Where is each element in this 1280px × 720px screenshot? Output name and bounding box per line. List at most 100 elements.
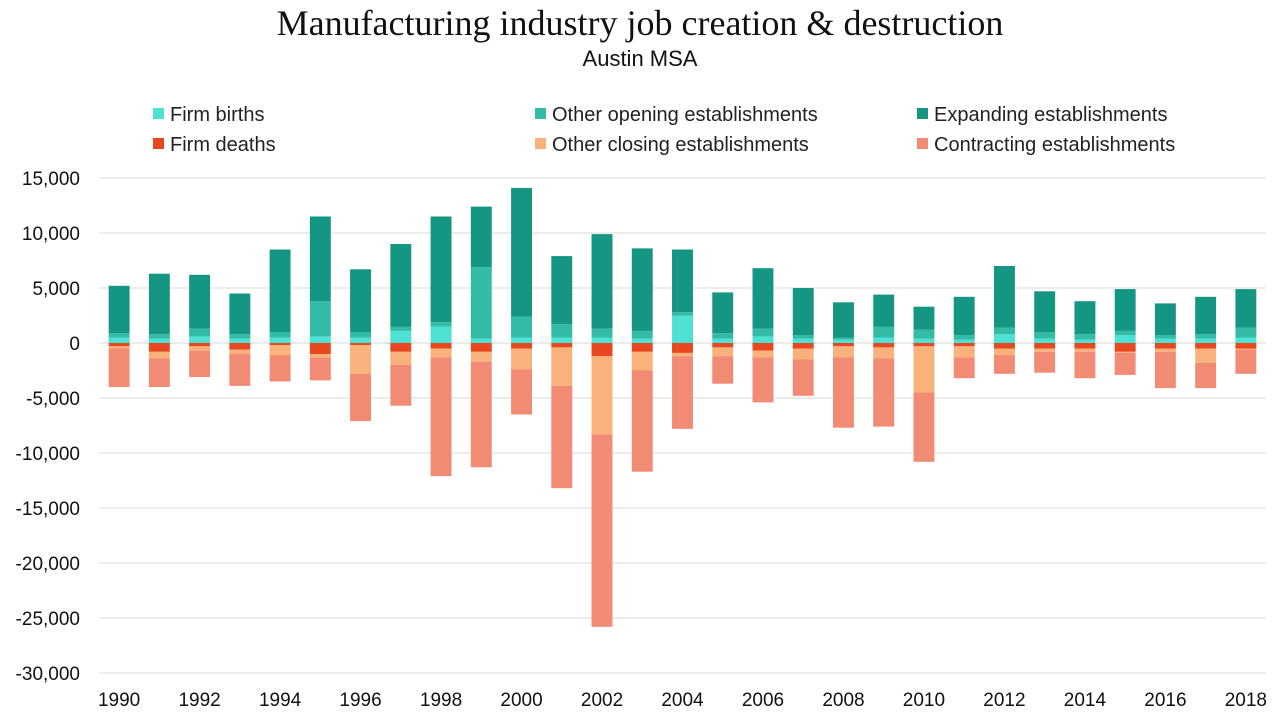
bar-segment xyxy=(1195,362,1217,389)
x-tick-label: 2018 xyxy=(1225,690,1267,711)
bar-segment xyxy=(189,336,211,343)
y-axis: 15,000 10,000 5,000 0 -5,000 -10,000 -15,000 -2… xyxy=(16,169,80,685)
x-tick-label: 2008 xyxy=(822,690,864,711)
bar-segment xyxy=(511,348,532,370)
x-tick-label: 1994 xyxy=(259,690,302,711)
x-tick-label: 2016 xyxy=(1144,690,1186,711)
x-tick-label: 2004 xyxy=(661,690,704,711)
bar-segment xyxy=(1034,348,1056,352)
bar-segment xyxy=(712,347,734,357)
bar-segment xyxy=(148,338,170,343)
bar-segment xyxy=(1034,338,1056,343)
bar-segment xyxy=(229,343,251,350)
bar-segment xyxy=(1235,327,1257,338)
y-tick-label: 15,000 xyxy=(22,169,80,190)
bar-segment xyxy=(1235,343,1257,349)
bar-segment xyxy=(269,343,291,346)
bar-segment xyxy=(229,354,251,386)
bar-segment xyxy=(631,343,653,352)
bar-segment xyxy=(792,348,814,360)
legend-swatch xyxy=(917,108,928,119)
bar-segment xyxy=(792,338,814,343)
bar-segment xyxy=(752,268,774,329)
bar-segment xyxy=(470,361,492,468)
bar-segment xyxy=(752,357,774,403)
bar-segment xyxy=(108,348,130,387)
bar-segment xyxy=(591,234,613,329)
bar-segment xyxy=(1235,337,1257,343)
bar-segment xyxy=(913,329,935,339)
bar-segment xyxy=(953,339,975,343)
bar-segment xyxy=(833,346,854,358)
bar-segment xyxy=(833,302,854,338)
bar-segment xyxy=(108,333,130,338)
bar-segment xyxy=(551,347,573,386)
x-tick-label: 2012 xyxy=(983,690,1025,711)
bar-segment xyxy=(1235,348,1257,350)
legend-label: Expanding establishments xyxy=(934,104,1167,126)
x-tick-label: 2014 xyxy=(1064,690,1107,711)
chart-title: Manufacturing industry job creation & de… xyxy=(276,3,1004,43)
bar-segment xyxy=(108,343,130,347)
bar-segment xyxy=(712,338,734,343)
bar-segment xyxy=(1034,343,1056,349)
bar-segment xyxy=(1074,351,1096,379)
bar-segment xyxy=(591,356,613,435)
bar-segment xyxy=(309,336,331,343)
bar-segment xyxy=(631,248,653,331)
bar-segment xyxy=(993,355,1015,374)
bar-segment xyxy=(511,187,532,317)
bar-segment xyxy=(1114,351,1136,353)
bar-segment xyxy=(309,354,331,358)
y-tick-label: -5,000 xyxy=(26,389,80,410)
bar-segment xyxy=(873,358,895,427)
y-tick-label: -15,000 xyxy=(16,499,80,520)
legend-label: Firm deaths xyxy=(170,134,276,156)
bar-segment xyxy=(350,373,372,422)
bar-segment xyxy=(1154,303,1176,336)
bar-segment xyxy=(672,343,693,353)
bar-segment xyxy=(1034,351,1056,373)
bar-segment xyxy=(108,346,130,349)
bar-segment xyxy=(1114,289,1136,331)
bar-segment xyxy=(390,326,412,331)
bar-segment xyxy=(148,351,170,359)
bar-segment xyxy=(1074,343,1096,349)
legend: Firm births Other opening establishments E… xyxy=(153,104,1175,156)
bar-segment xyxy=(430,348,452,358)
bar-segment xyxy=(148,358,170,387)
bar-segment xyxy=(712,292,734,334)
bar-segment xyxy=(1154,338,1176,343)
bar-segment xyxy=(350,337,372,343)
bar-segment xyxy=(672,312,693,316)
bar-segment xyxy=(913,392,935,462)
bar-segment xyxy=(1074,339,1096,343)
bar-segment xyxy=(430,216,452,323)
bar-segment xyxy=(1114,343,1136,352)
bar-segment xyxy=(551,343,573,348)
bar-segment xyxy=(993,343,1015,349)
bar-segment xyxy=(993,266,1015,328)
bar-segment xyxy=(712,333,734,339)
bar-segment xyxy=(390,365,412,406)
y-tick-label: 5,000 xyxy=(32,279,80,300)
bar-segment xyxy=(752,336,774,343)
bar-segment xyxy=(993,348,1015,356)
y-tick-label: -10,000 xyxy=(16,444,80,465)
bar-segment xyxy=(1195,343,1217,349)
y-tick-label: 10,000 xyxy=(22,224,80,245)
bar-segment xyxy=(309,357,331,381)
bar-segment xyxy=(1074,301,1096,335)
bar-segment xyxy=(591,343,613,357)
bar-segment xyxy=(792,335,814,339)
bar-segment xyxy=(390,343,412,352)
bar-segment xyxy=(229,349,251,354)
bar-segment xyxy=(309,216,331,302)
bar-segment xyxy=(1114,352,1136,375)
bar-segment xyxy=(390,330,412,343)
bar-segment xyxy=(873,294,895,327)
bar-segment xyxy=(1235,289,1257,328)
bar-segment xyxy=(1114,330,1136,336)
legend-label: Firm births xyxy=(170,104,264,126)
